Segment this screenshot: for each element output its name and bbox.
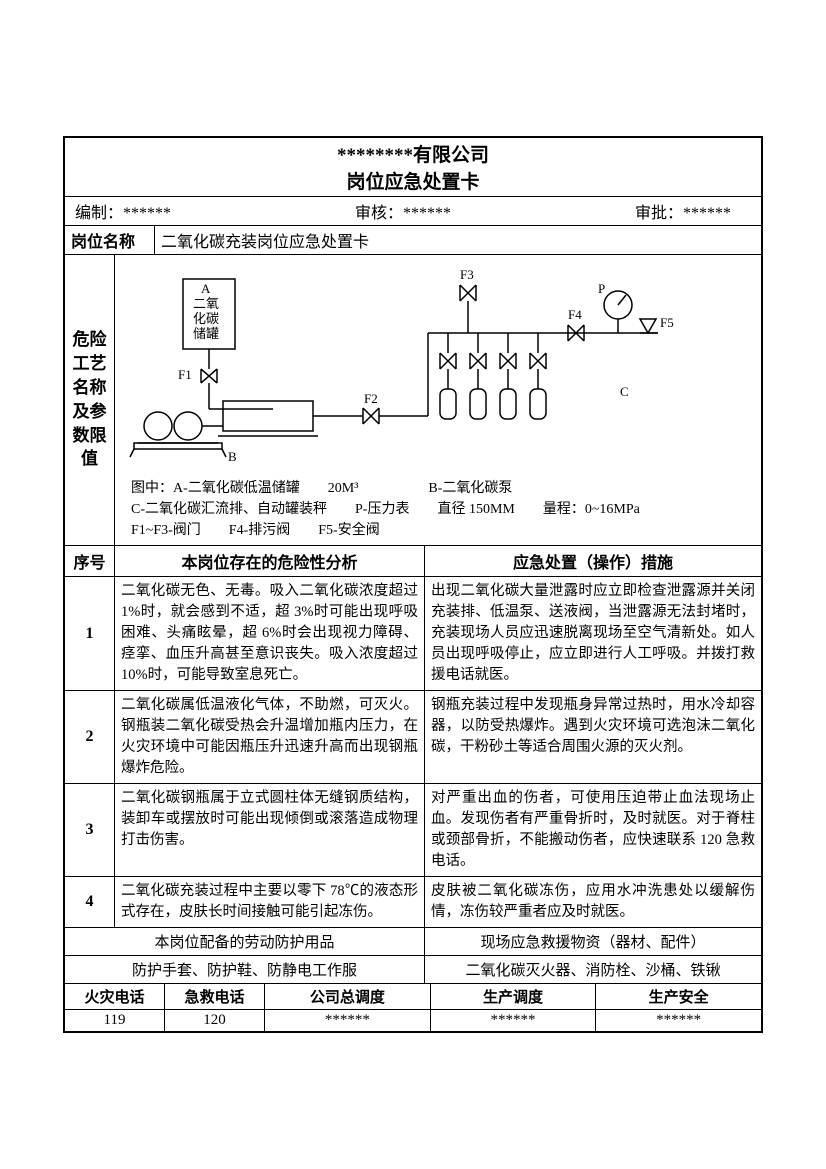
phone-v-4: ****** bbox=[596, 1010, 761, 1031]
node-A-label: A bbox=[201, 281, 211, 296]
phone-v-2: ****** bbox=[265, 1010, 431, 1031]
hazard-row: 3二氧化碳钢瓶属于立式圆柱体无缝钢质结构，装卸车或摆放时可能出现倾倒或滚落造成物… bbox=[65, 784, 761, 877]
process-diagram-row: 危险工艺名称及参数限值 bbox=[65, 255, 761, 546]
ppe-header-left: 本岗位配备的劳动防护用品 bbox=[65, 928, 425, 955]
approved-by: 审批：****** bbox=[516, 197, 761, 225]
ppe-value-row: 防护手套、防护鞋、防静电工作服 二氧化碳灭火器、消防栓、沙桶、铁锹 bbox=[65, 956, 761, 984]
position-value: 二氧化碳充装岗位应急处置卡 bbox=[155, 226, 761, 254]
diagram-caption-1: 图中：A-二氧化碳低温储罐 20M³ B-二氧化碳泵 bbox=[123, 478, 753, 499]
seq-cell: 3 bbox=[65, 784, 115, 876]
diagram-body: A 二氧 化碳 储罐 F1 B F2 F3 F4 P F5 C 图中：A-二氧化… bbox=[115, 255, 761, 545]
node-F2: F2 bbox=[364, 391, 378, 406]
node-F1: F1 bbox=[178, 367, 192, 382]
seq-cell: 1 bbox=[65, 577, 115, 690]
hazard-table-header: 序号 本岗位存在的危险性分析 应急处置（操作）措施 bbox=[65, 546, 761, 577]
doc-title: 岗位应急处置卡 bbox=[65, 167, 761, 197]
reviewed-value: ****** bbox=[403, 205, 451, 222]
hazard-rows-container: 1二氧化碳无色、无毒。吸入二氧化碳浓度超过 1%时，就会感到不适，超 3%时可能… bbox=[65, 577, 761, 928]
diagram-caption-2: C-二氧化碳汇流排、自动罐装秤 P-压力表 直径 150MM 量程：0~16MP… bbox=[123, 499, 753, 520]
ppe-value-right: 二氧化碳灭火器、消防栓、沙桶、铁锹 bbox=[425, 956, 761, 983]
node-F3: F3 bbox=[460, 267, 474, 282]
phone-h-2: 公司总调度 bbox=[265, 984, 431, 1009]
hazard-cell: 二氧化碳属低温液化气体，不助燃，可灭火。钢瓶装二氧化碳受热会升温增加瓶内压力，在… bbox=[115, 691, 425, 783]
phone-v-3: ****** bbox=[431, 1010, 597, 1031]
hazard-cell: 二氧化碳钢瓶属于立式圆柱体无缝钢质结构，装卸车或摆放时可能出现倾倒或滚落造成物理… bbox=[115, 784, 425, 876]
hazard-row: 1二氧化碳无色、无毒。吸入二氧化碳浓度超过 1%时，就会感到不适，超 3%时可能… bbox=[65, 577, 761, 691]
hazard-row: 2二氧化碳属低温液化气体，不助燃，可灭火。钢瓶装二氧化碳受热会升温增加瓶内压力，… bbox=[65, 691, 761, 784]
node-F5: F5 bbox=[660, 315, 674, 330]
ppe-value-left: 防护手套、防护鞋、防静电工作服 bbox=[65, 956, 425, 983]
company-name: ********有限公司 bbox=[65, 138, 761, 167]
hazard-cell: 二氧化碳充装过程中主要以零下 78℃的液态形式存在，皮肤长时间接触可能引起冻伤。 bbox=[115, 877, 425, 927]
node-P: P bbox=[598, 281, 605, 296]
node-A-line3: 化碳 bbox=[193, 311, 219, 326]
phone-header-row: 火灾电话 急救电话 公司总调度 生产调度 生产安全 bbox=[65, 984, 761, 1010]
approved-label: 审批： bbox=[635, 205, 683, 222]
hazard-cell: 二氧化碳无色、无毒。吸入二氧化碳浓度超过 1%时，就会感到不适，超 3%时可能出… bbox=[115, 577, 425, 690]
phone-h-4: 生产安全 bbox=[596, 984, 761, 1009]
position-row: 岗位名称 二氧化碳充装岗位应急处置卡 bbox=[65, 226, 761, 255]
emergency-card: ********有限公司 岗位应急处置卡 编制：****** 审核：******… bbox=[63, 136, 763, 1033]
hazard-row: 4二氧化碳充装过程中主要以零下 78℃的液态形式存在，皮肤长时间接触可能引起冻伤… bbox=[65, 877, 761, 928]
header-seq: 序号 bbox=[65, 546, 115, 576]
node-A-line2: 二氧 bbox=[193, 296, 219, 311]
node-B: B bbox=[228, 449, 237, 464]
diagram-section-label: 危险工艺名称及参数限值 bbox=[65, 255, 115, 545]
approved-value: ****** bbox=[683, 205, 731, 222]
position-label: 岗位名称 bbox=[65, 226, 155, 254]
header-hazard: 本岗位存在的危险性分析 bbox=[115, 546, 425, 576]
seq-cell: 2 bbox=[65, 691, 115, 783]
phone-value-row: 119 120 ****** ****** ****** bbox=[65, 1010, 761, 1031]
phone-h-0: 火灾电话 bbox=[65, 984, 165, 1009]
header-measure: 应急处置（操作）措施 bbox=[425, 546, 761, 576]
process-flow-diagram: A 二氧 化碳 储罐 F1 B F2 F3 F4 P F5 C bbox=[123, 261, 753, 471]
node-F4: F4 bbox=[568, 307, 582, 322]
ppe-header-right: 现场应急救援物资（器材、配件） bbox=[425, 928, 761, 955]
measure-cell: 钢瓶充装过程中发现瓶身异常过热时，用水冷却容器，以防受热爆炸。遇到火灾环境可选泡… bbox=[425, 691, 761, 783]
prepared-by: 编制：****** bbox=[65, 197, 290, 225]
measure-cell: 出现二氧化碳大量泄露时应立即检查泄露源并关闭充装排、低温泵、送液阀，当泄露源无法… bbox=[425, 577, 761, 690]
signature-row: 编制：****** 审核：****** 审批：****** bbox=[65, 197, 761, 226]
measure-cell: 皮肤被二氧化碳冻伤，应用水冲洗患处以缓解伤情，冻伤较严重者应及时就医。 bbox=[425, 877, 761, 927]
ppe-header-row: 本岗位配备的劳动防护用品 现场应急救援物资（器材、配件） bbox=[65, 928, 761, 956]
reviewed-label: 审核： bbox=[355, 205, 403, 222]
prepared-value: ****** bbox=[123, 205, 171, 222]
phone-v-1: 120 bbox=[165, 1010, 265, 1031]
diagram-caption-3: F1~F3-阀门 F4-排污阀 F5-安全阀 bbox=[123, 520, 753, 541]
phone-h-3: 生产调度 bbox=[431, 984, 597, 1009]
seq-cell: 4 bbox=[65, 877, 115, 927]
measure-cell: 对严重出血的伤者，可使用压迫带止血法现场止血。发现伤者有严重骨折时，及时就医。对… bbox=[425, 784, 761, 876]
phone-h-1: 急救电话 bbox=[165, 984, 265, 1009]
prepared-label: 编制： bbox=[75, 205, 123, 222]
phone-v-0: 119 bbox=[65, 1010, 165, 1031]
node-C: C bbox=[620, 384, 629, 399]
reviewed-by: 审核：****** bbox=[290, 197, 515, 225]
node-A-line4: 储罐 bbox=[193, 326, 219, 341]
